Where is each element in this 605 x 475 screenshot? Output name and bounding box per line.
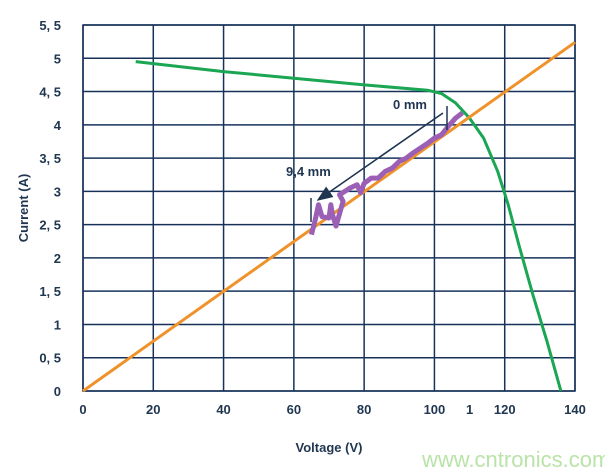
x-tick-label: 120 [494,402,516,417]
x-tick-label: 100 [424,402,446,417]
y-tick-label: 5, 5 [39,18,61,33]
y-tick-label: 1, 5 [39,284,61,299]
y-tick-label: 1 [54,317,61,332]
x-tick-label: 140 [564,402,586,417]
x-axis-label: Voltage (V) [296,440,363,455]
y-tick-label: 3 [54,184,61,199]
annotations: 0 mm 9,4 mm [286,97,448,222]
y-tick-label: 0 [54,384,61,399]
y-tick-label: 2, 5 [39,218,61,233]
y-tick-label: 4, 5 [39,85,61,100]
series [82,41,576,393]
annotation-0mm: 0 mm [393,97,427,112]
x-tick-label: 60 [287,402,301,417]
y-axis-label: Current (A) [16,174,31,243]
annotation-9-4mm: 9,4 mm [286,164,331,179]
x-tick-label: 0 [79,402,86,417]
x-tick-label: 80 [357,402,371,417]
y-tick-label: 2 [54,251,61,266]
y-tick-label: 3, 5 [39,151,61,166]
y-tick-label: 5 [54,51,61,66]
x-tick-label: 1 [466,402,473,417]
distance-arrow [316,112,444,201]
x-tick-label: 20 [146,402,160,417]
y-tick-label: 0, 5 [39,351,61,366]
watermark: www.cntronics.com [421,447,605,472]
y-tick-label: 4 [54,118,62,133]
x-tick-label: 40 [216,402,230,417]
grid [82,24,576,392]
source-curve [135,60,563,392]
measured-trace [308,110,465,236]
tick-labels: 0 20 40 60 80 100 1 120 140 0 0, 5 1 1, 5 2 2, 5 3 3, 5 4… [39,18,586,417]
